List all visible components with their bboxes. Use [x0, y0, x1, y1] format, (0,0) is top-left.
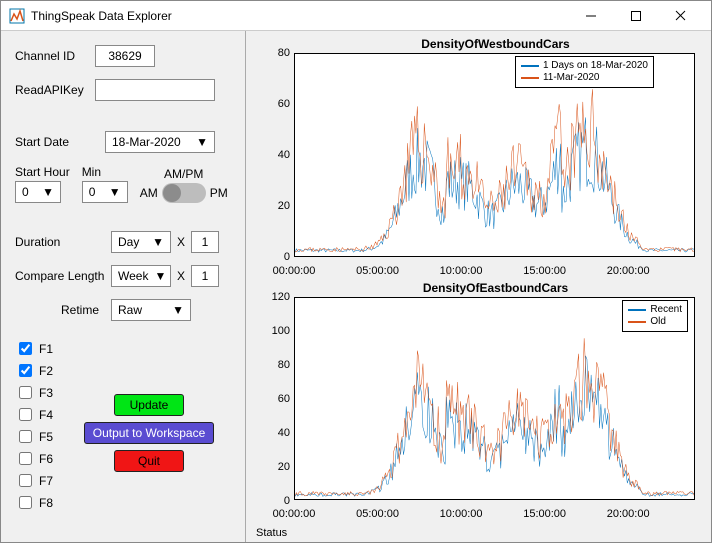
read-api-key-label: ReadAPIKey	[15, 83, 95, 97]
compare-value-input[interactable]	[191, 265, 219, 287]
controls-panel: Channel ID ReadAPIKey Start Date 18-Mar-…	[1, 31, 246, 542]
update-button[interactable]: Update	[114, 394, 184, 416]
charts-panel: DensityOfWestboundCars 1 Days on 18-Mar-…	[246, 31, 711, 542]
app-icon	[9, 8, 25, 24]
compare-unit-select[interactable]: Week▼	[111, 265, 171, 287]
field-checkbox-f2[interactable]: F2	[15, 361, 53, 380]
channel-id-label: Channel ID	[15, 49, 95, 63]
field-checkbox-f1[interactable]: F1	[15, 339, 53, 358]
field-checkbox-f4[interactable]: F4	[15, 405, 53, 424]
min-select[interactable]: 0▼	[82, 181, 128, 203]
chart-2-title: DensityOfEastboundCars	[292, 281, 699, 295]
start-hour-select[interactable]: 0▼	[15, 181, 61, 203]
field-checkbox-f7[interactable]: F7	[15, 471, 53, 490]
output-to-workspace-button[interactable]: Output to Workspace	[84, 422, 214, 444]
min-label: Min	[82, 165, 128, 179]
read-api-key-input[interactable]	[95, 79, 215, 101]
duration-x: X	[177, 235, 185, 249]
ampm-label: AM/PM	[164, 167, 203, 181]
chart-2-legend: Recent Old	[622, 300, 688, 332]
start-hour-label: Start Hour	[15, 165, 70, 179]
duration-unit-select[interactable]: Day▼	[111, 231, 171, 253]
channel-id-input[interactable]	[95, 45, 155, 67]
chart-1-title: DensityOfWestboundCars	[292, 37, 699, 51]
pm-label: PM	[210, 186, 228, 200]
chart-1-plot: 1 Days on 18-Mar-2020 11-Mar-2020	[294, 53, 695, 257]
field-checkboxes: F1 F2 F3 F4 F5 F6 F7 F8	[15, 339, 53, 512]
compare-x: X	[177, 269, 185, 283]
ampm-toggle[interactable]	[162, 183, 206, 203]
close-button[interactable]	[658, 2, 703, 30]
field-checkbox-f3[interactable]: F3	[15, 383, 53, 402]
chart-1: DensityOfWestboundCars 1 Days on 18-Mar-…	[252, 37, 699, 279]
quit-button[interactable]: Quit	[114, 450, 184, 472]
compare-label: Compare Length	[15, 269, 105, 283]
start-date-label: Start Date	[15, 135, 105, 149]
maximize-button[interactable]	[613, 2, 658, 30]
am-label: AM	[140, 186, 158, 200]
chevron-down-icon: ▼	[196, 135, 208, 149]
titlebar: ThingSpeak Data Explorer	[1, 1, 711, 31]
field-checkbox-f8[interactable]: F8	[15, 493, 53, 512]
retime-label: Retime	[15, 303, 105, 317]
field-checkbox-f6[interactable]: F6	[15, 449, 53, 468]
app-window: ThingSpeak Data Explorer Channel ID Read…	[0, 0, 712, 543]
status-bar: Status	[252, 524, 699, 542]
duration-value-input[interactable]	[191, 231, 219, 253]
chart-2: DensityOfEastboundCars Recent Old 020406…	[252, 281, 699, 523]
field-checkbox-f5[interactable]: F5	[15, 427, 53, 446]
start-date-picker[interactable]: 18-Mar-2020 ▼	[105, 131, 215, 153]
chart-2-plot: Recent Old	[294, 297, 695, 501]
window-title: ThingSpeak Data Explorer	[31, 9, 568, 23]
chart-1-legend: 1 Days on 18-Mar-2020 11-Mar-2020	[515, 56, 654, 88]
retime-select[interactable]: Raw▼	[111, 299, 191, 321]
minimize-button[interactable]	[568, 2, 613, 30]
duration-label: Duration	[15, 235, 105, 249]
